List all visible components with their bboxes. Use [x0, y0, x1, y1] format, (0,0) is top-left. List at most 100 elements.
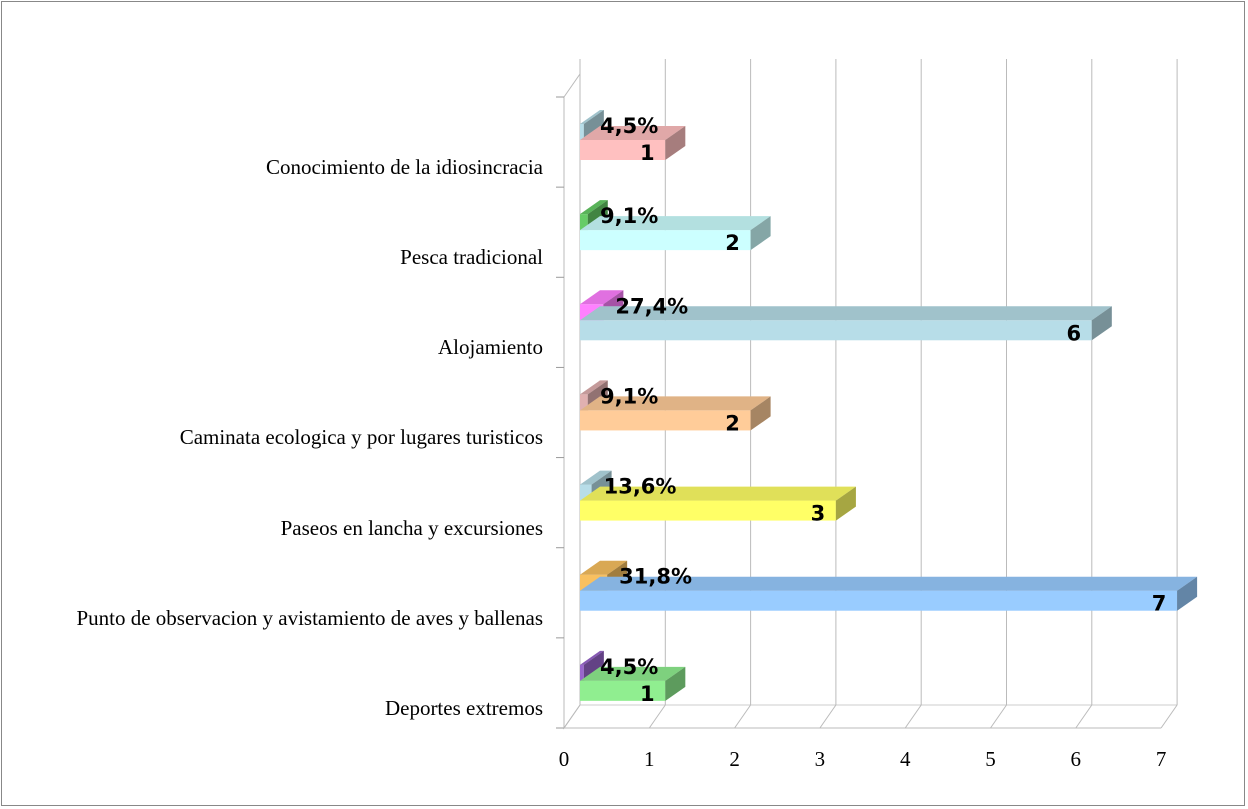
bar [580, 216, 771, 251]
bar-front [580, 140, 666, 160]
value-label: 7 [1152, 592, 1167, 616]
bar-top-shade [580, 200, 608, 215]
value-label: 13,6% [604, 475, 677, 499]
category-label-box: Alojamiento [3, 332, 543, 362]
bar-side [750, 216, 771, 251]
bar-top-shade [580, 110, 604, 124]
bar-top [580, 290, 624, 305]
value-label: 4,5% [600, 655, 658, 679]
floor-grid [563, 704, 581, 729]
floor-grid [1075, 704, 1093, 729]
bar-front [580, 320, 1092, 341]
bar-side [835, 486, 856, 521]
bar-side [665, 126, 686, 160]
value-label: 2 [725, 411, 740, 435]
bar-top [580, 576, 1198, 591]
category-label-box: Punto de observacion y avistamiento de a… [3, 603, 543, 633]
bar-front [580, 680, 666, 701]
bar [580, 650, 604, 681]
bar-top [580, 216, 771, 231]
bar-top-shade [580, 216, 771, 231]
bar-side-shade [1091, 306, 1112, 341]
value-label: 1 [640, 141, 655, 165]
y-tick-label: Alojamiento [438, 335, 543, 360]
bar-front [580, 500, 836, 521]
left-wall [563, 72, 581, 730]
value-label: 31,8% [619, 565, 692, 589]
bar-top [580, 126, 686, 140]
bar-top [580, 470, 612, 485]
bar [580, 576, 1198, 611]
bar-top [580, 306, 1112, 321]
bar-side [583, 110, 604, 140]
bar-top-shade [580, 470, 612, 485]
value-label: 27,4% [615, 294, 688, 318]
floor-grid [904, 704, 922, 729]
value-label: 1 [640, 682, 655, 706]
value-label: 3 [811, 502, 826, 526]
floor-grid [734, 704, 752, 729]
x-tick-label: 5 [985, 747, 996, 771]
bar-side-shade [750, 216, 771, 251]
x-tick-label: 1 [644, 747, 655, 771]
bar-side-shade [750, 396, 771, 431]
bar-top-shade [580, 666, 686, 681]
bar-top-shade [580, 486, 856, 501]
bar-side-shade [665, 666, 686, 701]
category-label-box: Paseos en lancha y excursiones [3, 513, 543, 543]
floor-grid [648, 704, 666, 729]
bar-side [1091, 306, 1112, 341]
category-label-box: Pesca tradicional [3, 242, 543, 272]
y-tick-label: Paseos en lancha y excursiones [280, 515, 543, 540]
bar-front [580, 484, 592, 501]
bar-top-shade [580, 380, 608, 395]
bar-front [580, 230, 751, 251]
category-label-box: Caminata ecologica y por lugares turisti… [3, 422, 543, 452]
x-tick-label: 3 [815, 747, 826, 771]
bar-top-shade [580, 290, 624, 305]
bar [580, 126, 686, 160]
bar-front [580, 214, 588, 231]
value-label: 4,5% [600, 114, 658, 138]
floor-grid [1160, 704, 1178, 729]
floor-grid [819, 704, 837, 729]
y-tick-label: Pesca tradicional [400, 245, 543, 270]
value-label: 9,1% [600, 204, 658, 228]
bar-side [583, 650, 604, 681]
bar-top [580, 666, 686, 681]
bar [580, 486, 856, 521]
y-tick-label: Deportes extremos [384, 695, 543, 720]
bar-side-shade [835, 486, 856, 521]
bar-front [580, 394, 588, 411]
value-label: 9,1% [600, 384, 658, 408]
bar-top [580, 396, 771, 411]
bar-top [580, 380, 608, 395]
bar-top [580, 110, 604, 124]
bar-side-shade [583, 110, 604, 140]
x-tick-label: 7 [1156, 747, 1167, 771]
bar-front [580, 410, 751, 431]
bar-top-shade [580, 306, 1112, 321]
bar-top-shade [580, 576, 1198, 591]
category-label-box: Conocimiento de la idiosincracia [3, 152, 543, 182]
bar-side-shade [583, 650, 604, 681]
bar-side [1177, 576, 1198, 611]
bar-top [580, 200, 608, 215]
bar [580, 110, 604, 140]
x-tick-label: 4 [900, 747, 911, 771]
bar-top [580, 650, 604, 665]
value-label: 2 [725, 231, 740, 255]
value-label: 6 [1066, 321, 1081, 345]
y-tick-label: Punto de observacion y avistamiento de a… [76, 605, 543, 630]
bar-top-shade [580, 396, 771, 411]
bar [580, 396, 771, 431]
bar-top [580, 486, 856, 501]
bar-side-shade [1177, 576, 1198, 611]
bar-top-shade [580, 650, 604, 665]
bar-side [665, 666, 686, 701]
x-tick-label: 0 [559, 747, 570, 771]
bar-top [580, 560, 628, 575]
bar-top-shade [580, 560, 628, 575]
